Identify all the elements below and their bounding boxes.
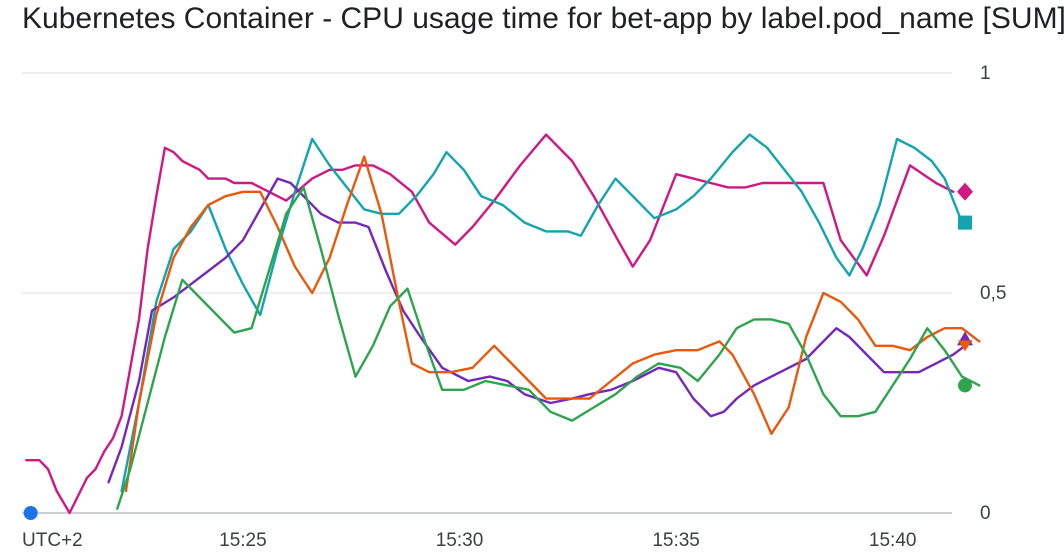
series-marker[interactable] [957, 182, 973, 201]
series-marker[interactable] [958, 215, 972, 230]
chart-title: Kubernetes Container - CPU usage time fo… [22, 2, 1064, 35]
series-marker[interactable] [23, 506, 38, 520]
y-axis: 00,51 [980, 63, 1006, 524]
x-axis: UTC+2 15:25 15:30 15:35 15:40 [22, 530, 916, 551]
y-tick-label: 1 [980, 63, 991, 84]
series-group [25, 133, 981, 515]
series-line[interactable] [25, 133, 955, 515]
series-line[interactable] [124, 155, 981, 493]
series-line[interactable] [107, 177, 972, 484]
series-markers [23, 182, 973, 520]
y-tick-label: 0 [980, 503, 991, 524]
gridlines [22, 72, 952, 514]
y-tick-label: 0,5 [980, 283, 1006, 304]
series-line[interactable] [116, 186, 981, 510]
x-tick-label: 15:25 [219, 530, 267, 551]
series-marker[interactable] [958, 378, 972, 393]
x-tick-label: 15:30 [436, 530, 484, 551]
series-line[interactable] [120, 133, 964, 493]
x-tick-label: 15:35 [652, 530, 700, 551]
timezone-label: UTC+2 [22, 530, 83, 551]
x-tick-label: 15:40 [869, 530, 917, 551]
series-marker[interactable] [958, 340, 972, 352]
